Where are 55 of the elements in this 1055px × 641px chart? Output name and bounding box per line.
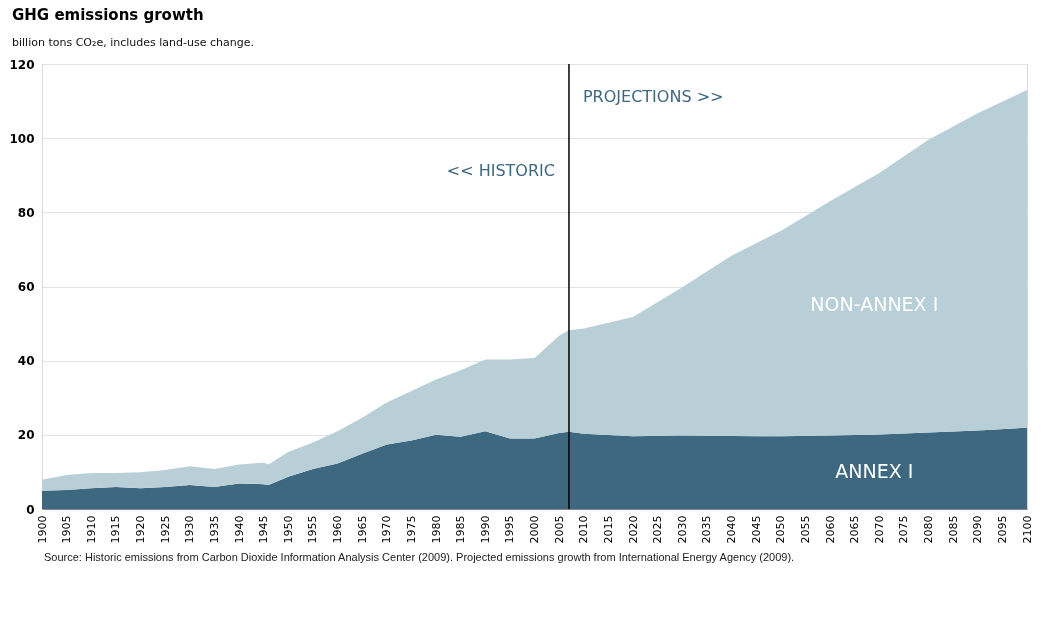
x-tick-label: 2080: [922, 515, 935, 544]
x-tick-label: 1955: [306, 515, 320, 544]
x-tick-label: 2030: [675, 515, 689, 544]
x-tick-label: 2020: [626, 515, 640, 544]
x-tick-label: 2095: [995, 515, 1009, 544]
x-tick-label: 2045: [749, 515, 763, 544]
x-tick-label: 1950: [281, 515, 295, 544]
x-tick-label: 2015: [601, 515, 615, 544]
y-tick-label: 20: [17, 428, 35, 443]
x-tick-label: 1975: [404, 515, 418, 544]
x-tick-label: 1970: [380, 515, 394, 544]
y-tick-label: 60: [17, 280, 35, 294]
x-tick-label: 2010: [577, 515, 591, 544]
chart-title: GHG emissions growth: [12, 6, 204, 24]
y-tick-label: 0: [26, 502, 35, 517]
x-tick-label: 1905: [60, 515, 74, 544]
x-tick-label: 1935: [207, 515, 221, 544]
x-tick-label: 1995: [503, 515, 517, 544]
y-tick-label: 80: [17, 205, 35, 220]
x-tick-label: 2070: [872, 515, 886, 544]
chart-subtitle: billion tons CO₂e, includes land-use change.: [12, 36, 254, 49]
x-tick-label: 2000: [528, 515, 541, 544]
y-tick-label: 120: [9, 57, 35, 72]
x-tick-label: 2075: [897, 515, 911, 544]
x-tick-label: 1900: [35, 515, 49, 544]
x-tick-label: 1965: [355, 515, 369, 544]
x-tick-label: 2100: [1020, 515, 1034, 544]
series-label: NON-ANNEX I: [810, 293, 939, 316]
x-tick-label: 2050: [774, 515, 788, 544]
x-tick-label: 2025: [651, 515, 665, 544]
x-tick-label: 2005: [552, 515, 566, 544]
y-tick-label: 40: [17, 354, 35, 369]
x-tick-label: 1910: [84, 515, 98, 544]
x-tick-label: 1925: [158, 515, 172, 544]
source-note: Source: Historic emissions from Carbon Dioxide Information Analysis Center (2009). Projected emissions growth from International Energy Agency (2009).: [44, 551, 796, 563]
x-tick-label: 2085: [946, 515, 960, 544]
x-tick-label: 1930: [183, 515, 197, 544]
x-tick-label: 1980: [429, 515, 443, 544]
x-tick-label: 1920: [134, 515, 147, 544]
x-tick-label: 1945: [257, 515, 271, 544]
series-label: ANNEX I: [835, 459, 914, 482]
x-tick-label: 2060: [823, 515, 837, 544]
annotation: PROJECTIONS >>: [582, 87, 724, 107]
x-tick-label: 1960: [331, 515, 344, 544]
x-tick-label: 1940: [232, 515, 246, 544]
x-tick-label: 2055: [798, 515, 812, 544]
x-tick-label: 1915: [109, 515, 123, 544]
y-tick-label: 100: [9, 131, 35, 146]
x-tick-label: 2035: [700, 515, 714, 544]
x-tick-label: 1985: [454, 515, 468, 544]
x-tick-label: 2040: [725, 515, 738, 544]
x-tick-label: 1990: [478, 515, 492, 544]
x-tick-label: 2090: [971, 515, 985, 544]
x-tick-label: 2065: [848, 515, 862, 544]
annotation: << HISTORIC: [446, 160, 555, 180]
